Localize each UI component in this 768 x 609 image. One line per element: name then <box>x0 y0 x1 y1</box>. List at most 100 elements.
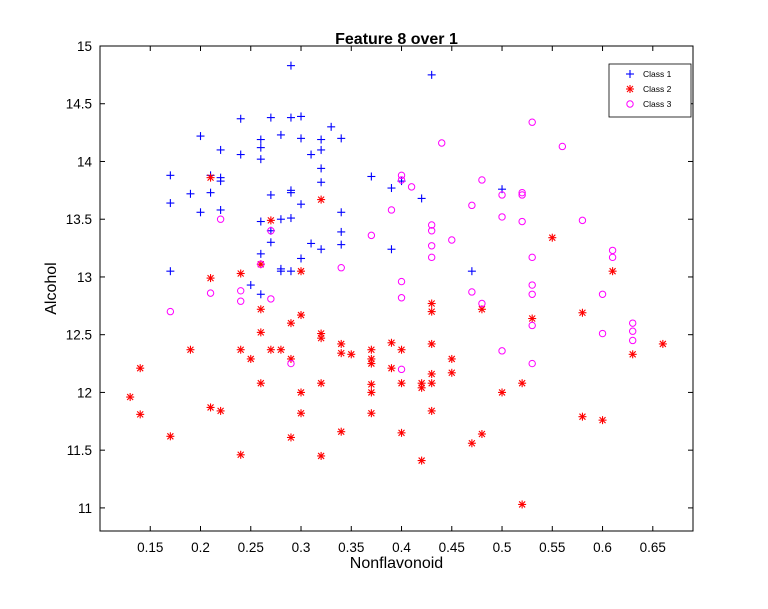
data-point <box>337 349 346 358</box>
series-2 <box>126 173 667 509</box>
data-point <box>256 217 265 226</box>
data-point <box>578 216 587 225</box>
marker-stroke <box>257 260 265 268</box>
y-axis: 11 11.5 12 12.5 13 13.5 14 14.5 15 <box>66 39 693 516</box>
y-axis-label: Alcohol <box>43 262 60 314</box>
marker-stroke <box>397 176 406 184</box>
marker-stroke <box>626 100 634 108</box>
data-point <box>317 135 326 144</box>
data-point <box>287 359 295 368</box>
data-point <box>498 213 506 221</box>
marker-stroke <box>428 340 436 348</box>
marker-stroke <box>257 260 265 268</box>
y-tick-label: 15 <box>77 39 92 54</box>
data-point <box>256 143 265 152</box>
legend-label: Class 3 <box>643 99 672 109</box>
data-point <box>367 231 376 240</box>
data-point <box>397 379 406 388</box>
data-point <box>478 176 486 184</box>
data-point <box>468 201 476 210</box>
data-point <box>206 274 215 283</box>
marker-stroke <box>427 253 436 262</box>
data-point <box>276 130 285 139</box>
x-tick-label: 0.15 <box>137 540 163 555</box>
marker-stroke <box>317 379 325 387</box>
data-point <box>498 388 507 397</box>
x-tick-label: 0.4 <box>392 540 411 555</box>
data-point <box>256 155 265 164</box>
y-tick-label: 13 <box>77 270 92 285</box>
x-tick-label: 0.5 <box>493 540 512 555</box>
marker-stroke <box>287 359 295 368</box>
data-point <box>126 393 135 402</box>
marker-stroke <box>398 379 405 387</box>
data-point <box>236 114 245 123</box>
legend-marker <box>626 70 634 78</box>
marker-stroke <box>518 217 526 226</box>
data-point <box>518 188 526 197</box>
data-point <box>447 354 456 363</box>
data-point <box>578 412 587 421</box>
marker-stroke <box>608 246 617 255</box>
data-point <box>337 227 346 236</box>
data-point <box>266 226 275 235</box>
marker-stroke <box>498 213 506 221</box>
legend: Class 1 Class 2 Class 3 <box>608 63 692 118</box>
data-point <box>166 267 175 276</box>
data-point <box>518 217 526 226</box>
data-point <box>397 294 406 302</box>
marker-stroke <box>267 346 275 354</box>
marker-stroke <box>518 191 526 199</box>
data-point <box>317 451 326 460</box>
data-point <box>528 281 536 289</box>
marker-stroke <box>257 328 265 336</box>
data-point <box>286 267 295 276</box>
data-point <box>237 297 245 305</box>
data-point <box>498 191 506 199</box>
data-point <box>548 233 557 242</box>
data-point <box>518 500 527 509</box>
data-point <box>267 295 275 303</box>
data-point <box>276 345 285 354</box>
data-point <box>367 359 376 368</box>
data-point <box>397 171 406 180</box>
data-point <box>528 321 536 330</box>
data-point <box>136 364 145 373</box>
data-point <box>528 359 536 368</box>
data-point <box>266 238 275 247</box>
y-tick-label: 14 <box>77 154 93 169</box>
marker-stroke <box>337 349 345 357</box>
data-point <box>427 307 436 316</box>
marker-stroke <box>528 290 536 298</box>
data-point <box>206 289 215 297</box>
data-point <box>427 299 436 308</box>
marker-stroke <box>608 253 617 262</box>
marker-stroke <box>387 206 396 214</box>
x-axis-label: Nonflavonoid <box>350 555 443 572</box>
marker-stroke <box>478 299 486 308</box>
data-point <box>628 350 637 359</box>
marker-stroke <box>397 294 406 302</box>
data-point <box>236 450 245 459</box>
data-point <box>608 246 617 255</box>
data-point <box>266 345 275 354</box>
data-point <box>477 430 486 438</box>
x-tick-label: 0.65 <box>640 540 666 555</box>
data-point <box>417 383 426 392</box>
marker-stroke <box>317 452 325 460</box>
marker-stroke <box>317 334 325 342</box>
y-tick-label: 13.5 <box>66 212 92 227</box>
data-point <box>166 307 175 316</box>
data-point <box>598 329 607 338</box>
data-point <box>387 245 396 254</box>
data-point <box>297 311 306 320</box>
data-point <box>518 191 526 199</box>
data-point <box>417 456 426 465</box>
data-point <box>347 350 356 359</box>
data-point <box>317 178 326 187</box>
marker-stroke <box>659 340 667 348</box>
marker-stroke <box>478 176 486 184</box>
marker-stroke <box>207 404 214 411</box>
data-point <box>307 150 316 159</box>
